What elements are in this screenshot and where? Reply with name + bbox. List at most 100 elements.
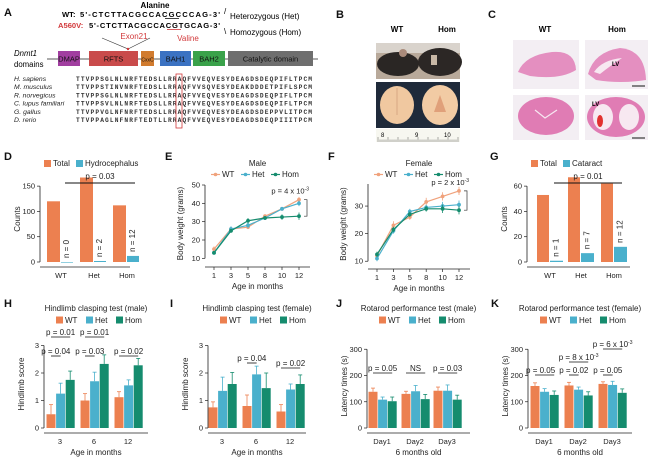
legend-label: Hom [445, 170, 462, 179]
y-tick-label: 10 [192, 254, 200, 263]
x-tick-label: 12 [295, 271, 303, 280]
bar-het [90, 381, 100, 428]
x-tick-label: 3 [58, 437, 62, 446]
panel-label-f: F [328, 151, 335, 163]
domain-catalytic-domain [228, 51, 313, 66]
panel-label-i: I [170, 298, 173, 310]
data-point-hom [246, 218, 250, 223]
p-value-label: p = 4 x 10-3 [271, 187, 309, 196]
y-tick-label: 300 [349, 345, 362, 354]
legend-swatch [540, 316, 547, 324]
legend-marker [273, 172, 278, 177]
bar-cataract [614, 246, 627, 262]
y-tick-label: 20 [514, 232, 522, 241]
x-tick-label: WT [55, 271, 67, 280]
p-value-text: p = 0.05 [368, 364, 398, 373]
p-value-exponent: -3 [305, 187, 310, 193]
legend-label: Total [53, 159, 70, 168]
x-tick-label: 1 [212, 271, 216, 280]
y-tick-label: 2 [35, 369, 39, 378]
y-tick-label: 0 [519, 424, 523, 433]
histology-wt-sagittal [513, 40, 579, 89]
y-tick-label: 3 [35, 341, 39, 350]
legend-label: Cataract [572, 159, 603, 168]
bar-het [574, 389, 584, 428]
hom-label: Homozygous (Hom) [230, 28, 301, 37]
domain-label: BAH1 [166, 55, 186, 64]
p-value-text: p = 0.01 [46, 328, 76, 337]
y-tick-label: 2 [199, 369, 203, 378]
legend-label: WT [385, 170, 398, 179]
bar-het [443, 390, 453, 428]
brain-photo [376, 82, 460, 128]
y-axis-label: Body weight (grams) [339, 187, 348, 261]
data-point-het [280, 206, 284, 211]
p-value-text: p = 4 x 10 [271, 187, 304, 196]
bar-het [56, 393, 66, 428]
series-line-wt [376, 190, 460, 257]
data-point-hom [391, 227, 396, 232]
p-value-exponent: -3 [465, 178, 470, 184]
bar-wt [564, 385, 574, 428]
x-axis-label: 6 months old [396, 448, 442, 457]
y-tick-label: 0 [31, 258, 35, 267]
exon-dot [126, 47, 130, 51]
y-tick-label: 60 [514, 182, 522, 191]
p-value-text: p = 0.04 [41, 347, 71, 356]
domain-bah1 [160, 51, 191, 66]
panel-label-e: E [165, 151, 172, 163]
domain-label: DMAP [58, 55, 80, 64]
bar-het [286, 389, 296, 428]
bar-wt [530, 386, 540, 428]
chart-panel-f: 10 20 30 Body weight (grams) Age in months Fe… [339, 159, 470, 293]
bar-wt [80, 400, 90, 428]
panel-label-a: A [4, 7, 12, 19]
y-tick-label: 10 [355, 257, 363, 266]
p-value-label: p = 0.01 [573, 172, 603, 181]
bar-count-label: n = 12 [616, 220, 625, 243]
data-point-hom [212, 250, 216, 255]
x-tick-label: 12 [455, 273, 463, 282]
p-value-text: p = 0.02 [114, 347, 144, 356]
legend-label: WT [229, 316, 242, 325]
domain-label: RFTS [104, 55, 124, 64]
legend-swatch [86, 316, 93, 324]
x-axis-label: Age in months [393, 284, 444, 293]
chart-panel-e: 10 20 30 40 50 Body weight (grams) Age in mont… [176, 159, 310, 291]
p-value-label: p = 0.05 [593, 366, 623, 375]
y-tick-label: 40 [514, 207, 522, 216]
legend-label: Hydrocephalus [85, 159, 138, 168]
p-value-label: p = 0.04 [41, 347, 71, 356]
ruler: 8 9 10 [376, 129, 460, 142]
legend-marker [213, 172, 218, 177]
domain-bah2 [193, 51, 225, 66]
legend-marker [243, 172, 248, 177]
p-value-text: p = 0.04 [237, 354, 267, 363]
data-point-hom [229, 228, 233, 233]
bar-total [47, 201, 60, 262]
y-axis-label: Hindlimb score [17, 357, 26, 410]
gene-name: Dnmt1 [14, 49, 37, 58]
legend-label: WT [222, 170, 235, 179]
wt-sequence: 5'-CTCTTACGCCACGCCCAG-3' [80, 10, 220, 19]
chart-title: Rotarod performance test (male) [361, 304, 477, 313]
y-tick-label: 150 [22, 182, 35, 191]
histology-wt-coronal [513, 95, 579, 140]
bar-hom [227, 384, 237, 428]
y-tick-label: 1 [35, 396, 39, 405]
mut-seq-label: A560V: [58, 21, 83, 30]
alignment-highlight-box [175, 73, 183, 129]
p-value-exponent: -3 [628, 340, 633, 346]
legend-label: Het [415, 170, 428, 179]
series-line-hom [376, 208, 460, 255]
bar-wt [276, 411, 286, 428]
x-tick-label: 5 [246, 271, 250, 280]
significance-bracket [464, 190, 468, 211]
x-axis-label: Age in months [232, 282, 283, 291]
mut-sequence: 5'-CTCTTACGCCACGTGCAG-3' [89, 21, 220, 30]
legend-swatch [56, 316, 63, 324]
legend-swatch [570, 316, 577, 324]
p-value-text: p = 2 x 10 [431, 178, 464, 187]
y-tick-label: 1 [199, 396, 203, 405]
